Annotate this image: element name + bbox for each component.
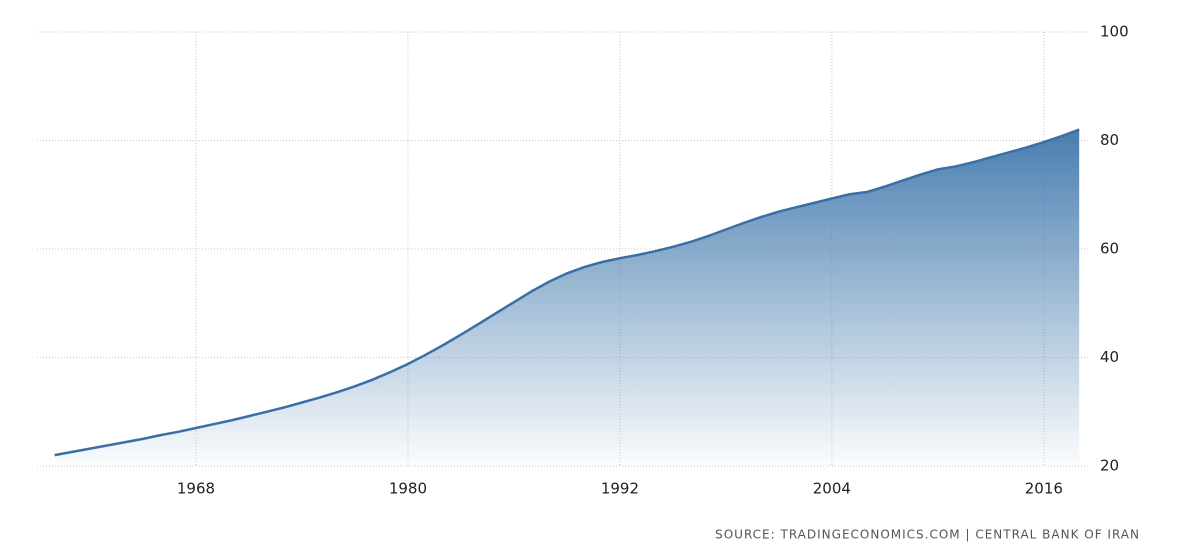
area-fill (54, 129, 1080, 466)
x-tick-label: 1992 (601, 480, 639, 498)
y-tick-label: 80 (1100, 131, 1119, 149)
y-tick-label: 100 (1100, 23, 1129, 41)
x-tick-label: 1980 (389, 480, 427, 498)
x-tick-label: 1968 (177, 480, 215, 498)
x-tick-label: 2016 (1025, 480, 1063, 498)
data-line (54, 128, 1080, 457)
y-tick-label: 20 (1100, 457, 1119, 475)
y-tick-label: 40 (1100, 348, 1119, 366)
source-note: SOURCE: TRADINGECONOMICS.COM | CENTRAL B… (715, 528, 1140, 542)
y-tick-label: 60 (1100, 240, 1119, 258)
x-tick-label: 2004 (813, 480, 851, 498)
